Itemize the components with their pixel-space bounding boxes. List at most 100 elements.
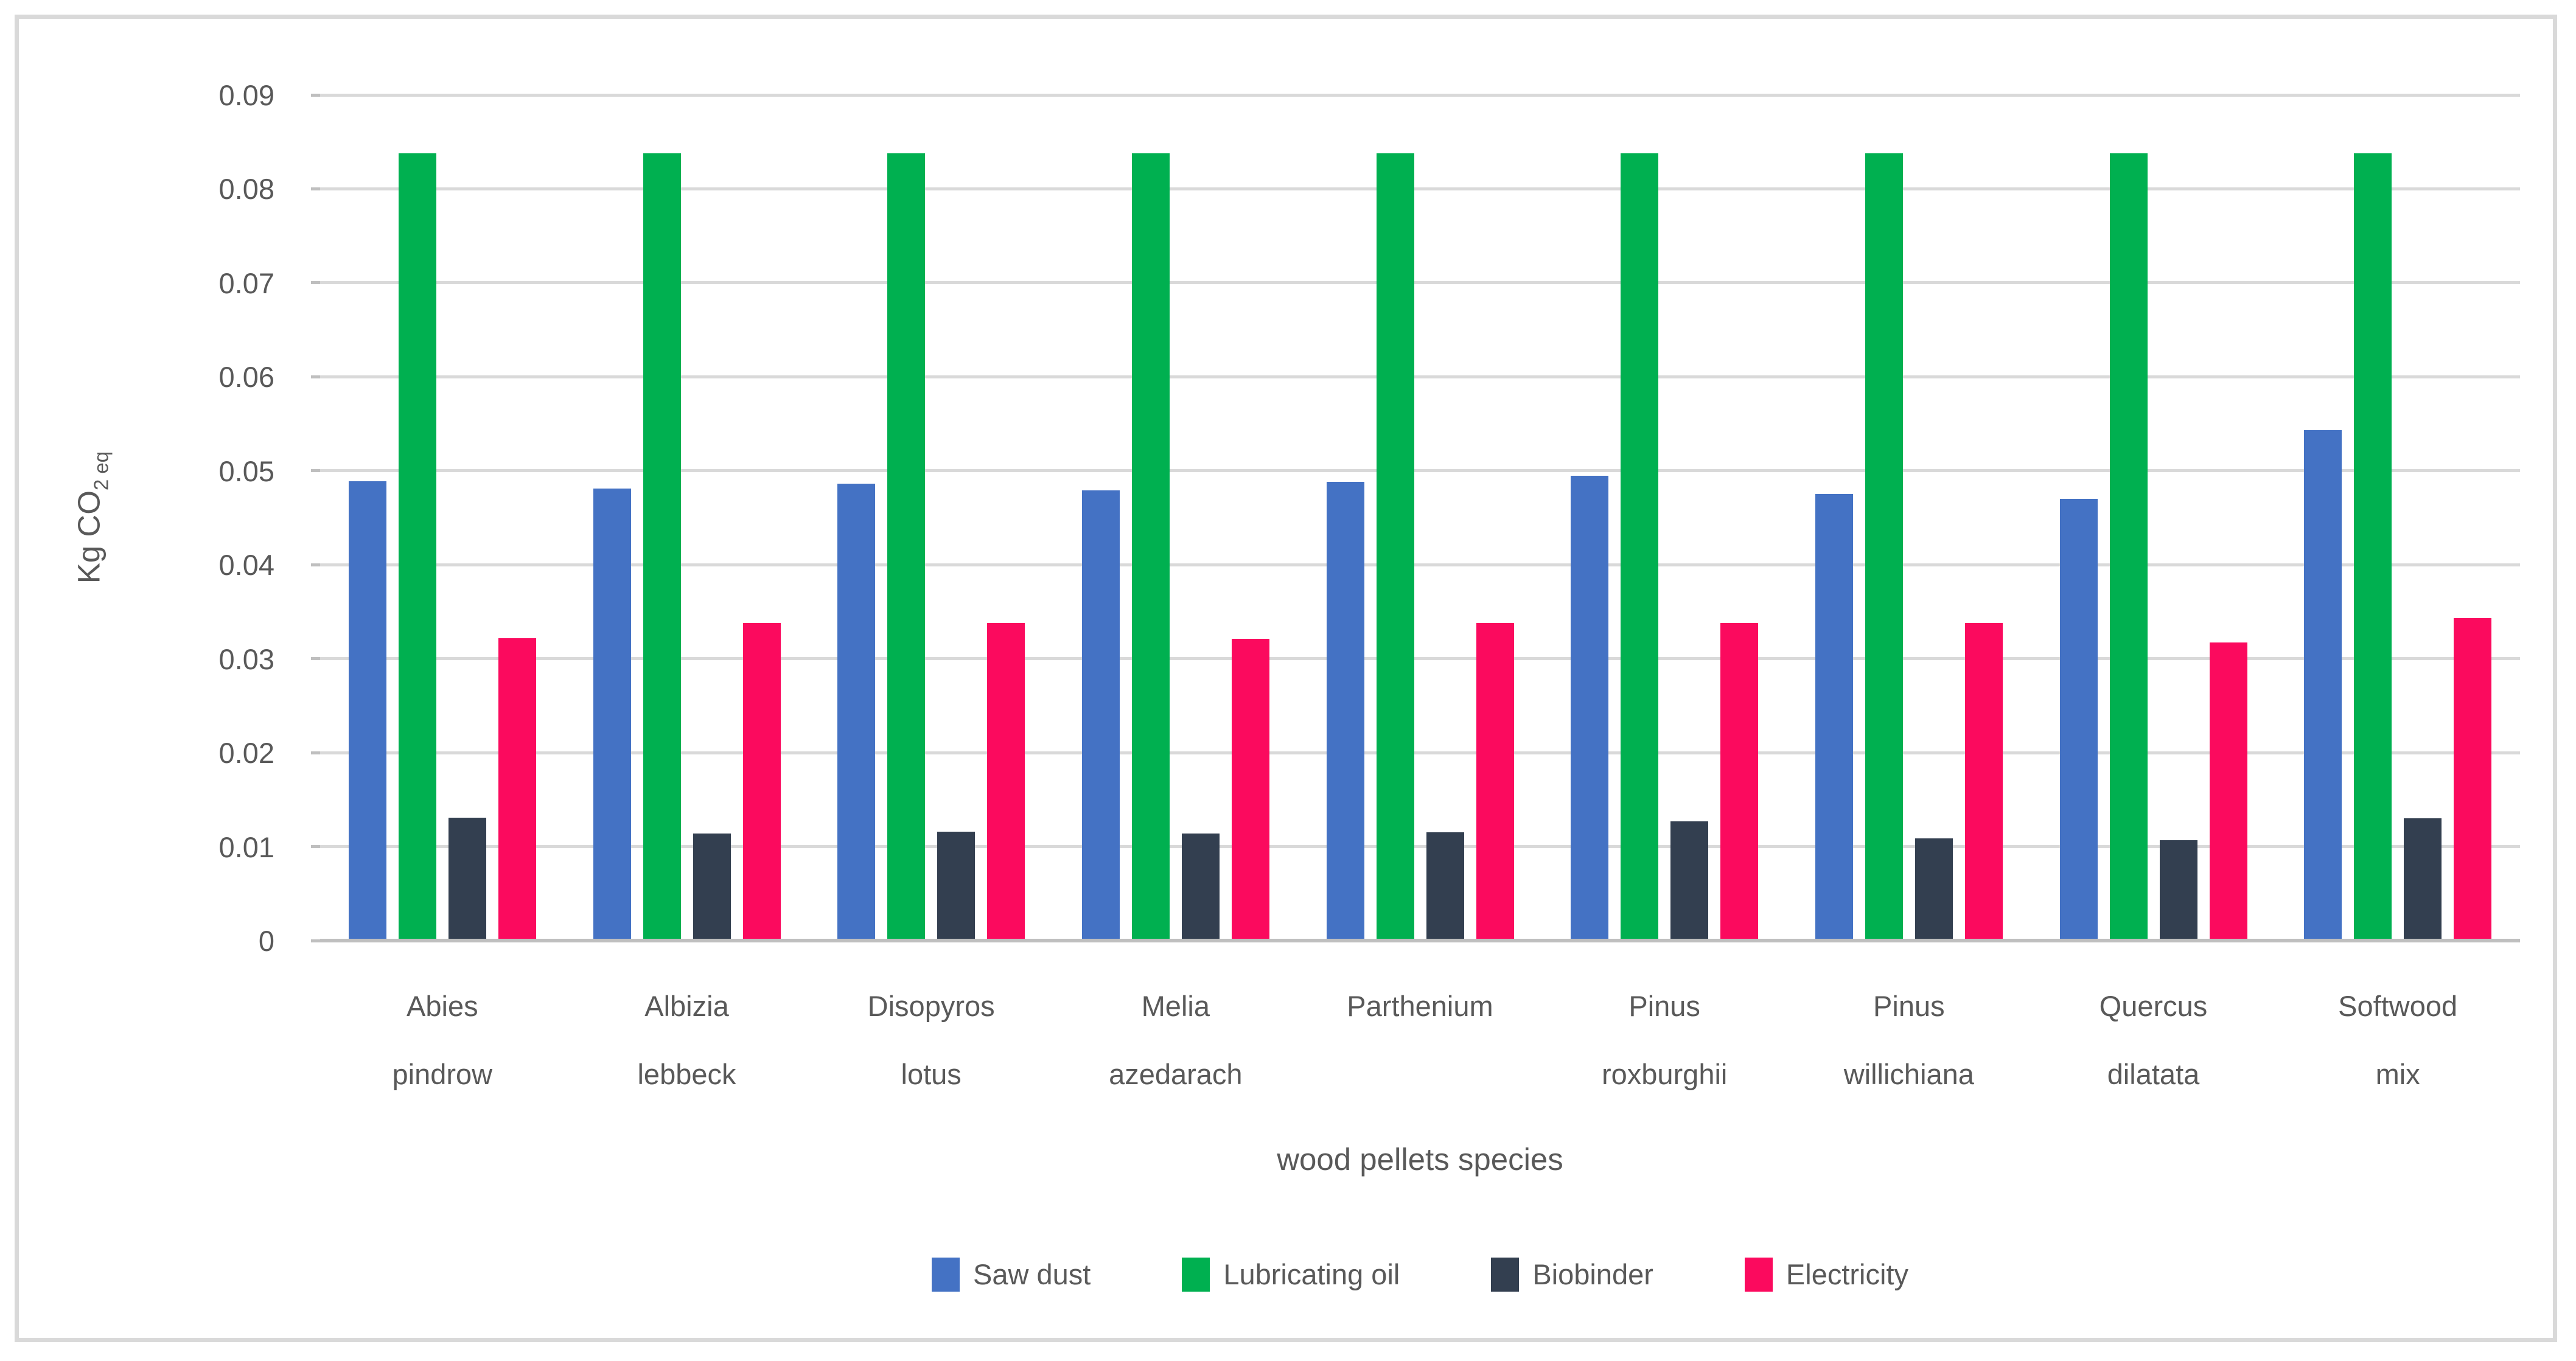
bar-saw-dust: [2304, 430, 2342, 941]
x-category-label-line: Disopyros: [867, 990, 995, 1022]
legend-swatch: [931, 1258, 960, 1292]
x-category-label-line: Melia: [1141, 990, 1210, 1022]
x-category-label-line: Pinus: [1873, 990, 1945, 1022]
bar-saw-dust: [2059, 499, 2098, 941]
bar-electricity: [742, 622, 781, 941]
legend-item-electricity: Electricity: [1744, 1258, 1909, 1292]
x-category-label: Albizia lebbeck: [565, 972, 809, 1109]
x-category-label-line: Abies: [407, 990, 478, 1022]
bar-chart: 0.09 0.08 0.07 0.06 0.05 0.04 0.03 0.02 0.01 0 Ab…: [19, 19, 2553, 1338]
bar-lubricating-oil: [1376, 153, 1414, 941]
y-axis-tick-mark: [311, 375, 320, 378]
gridline: [320, 751, 2520, 754]
x-category-label: Disopyros lotus: [809, 972, 1053, 1109]
gridline: [320, 469, 2520, 473]
bar-saw-dust: [1571, 475, 1609, 941]
y-axis-tick-mark: [311, 93, 320, 97]
x-category-label-line: Pinus: [1628, 990, 1700, 1022]
gridline: [320, 281, 2520, 285]
bar-electricity: [498, 638, 536, 941]
y-axis-tick-mark: [311, 939, 320, 942]
gridline: [320, 657, 2520, 661]
x-category-label-line: dilatata: [2107, 1058, 2200, 1090]
bar-lubricating-oil: [2109, 153, 2148, 941]
y-axis-title: Kg CO2 eq: [71, 366, 113, 670]
legend-label: Biobinder: [1532, 1258, 1653, 1290]
legend-item-biobinder: Biobinder: [1491, 1258, 1653, 1292]
y-axis-tick-label: 0.06: [218, 361, 274, 394]
legend-label: Electricity: [1785, 1258, 1909, 1290]
bar-lubricating-oil: [398, 153, 436, 941]
y-axis-title-main: Kg CO: [71, 490, 106, 584]
y-axis-title-subscript: 2 eq: [89, 451, 113, 491]
bar-lubricating-oil: [2354, 153, 2392, 941]
bar-biobinder: [937, 831, 976, 941]
legend-item-saw-dust: Saw dust: [931, 1258, 1091, 1292]
x-category-label-line: mix: [2375, 1058, 2420, 1090]
bar-electricity: [2209, 642, 2247, 941]
y-axis-tick-mark: [311, 657, 320, 661]
bar-saw-dust: [1815, 494, 1853, 941]
bar-saw-dust: [837, 484, 876, 941]
x-category-label: Pinus willichiana: [1787, 972, 2031, 1109]
bar-biobinder: [1670, 821, 1709, 941]
bar-lubricating-oil: [1621, 153, 1659, 941]
gridline: [320, 93, 2520, 97]
x-category-label: Quercus dilatata: [2031, 972, 2276, 1109]
y-axis-tick-label: 0.01: [218, 830, 274, 863]
x-category-label-line: lotus: [901, 1058, 962, 1090]
x-category-label: Abies pindrow: [320, 972, 565, 1109]
y-axis-tick-mark: [311, 563, 320, 566]
gridline: [320, 187, 2520, 190]
y-axis-tick-label: 0.03: [218, 642, 274, 675]
x-axis-line: [320, 939, 2520, 942]
bar-electricity: [1720, 622, 1759, 941]
bar-biobinder: [1915, 838, 1953, 941]
chart-legend: Saw dust Lubricating oil Biobinder Electric…: [320, 1258, 2520, 1292]
x-category-label-line: willichiana: [1843, 1058, 1974, 1090]
bar-saw-dust: [593, 489, 631, 941]
bar-lubricating-oil: [643, 153, 681, 941]
legend-swatch: [1744, 1258, 1773, 1292]
y-axis-tick-label: 0.05: [218, 454, 274, 487]
bar-lubricating-oil: [887, 153, 926, 941]
y-axis-tick-mark: [311, 469, 320, 473]
gridline: [320, 563, 2520, 566]
bar-saw-dust: [348, 481, 386, 941]
x-category-label-line: Quercus: [2099, 990, 2208, 1022]
x-category-label-line: roxburghii: [1601, 1058, 1728, 1090]
bar-electricity: [2454, 618, 2492, 941]
y-axis-tick-label: 0.02: [218, 737, 274, 770]
x-category-label-line: lebbeck: [637, 1058, 736, 1090]
y-axis-tick-mark: [311, 845, 320, 849]
x-category-label-line: pindrow: [392, 1058, 493, 1090]
gridline: [320, 845, 2520, 849]
bar-saw-dust: [1326, 482, 1364, 941]
x-axis-title: wood pellets species: [1277, 1142, 1563, 1177]
y-axis-tick-label: 0: [258, 925, 274, 957]
x-category-label: Pinus roxburghii: [1542, 972, 1787, 1109]
y-axis-tick-label: 0.08: [218, 173, 274, 206]
legend-label: Lubricating oil: [1223, 1258, 1400, 1290]
y-axis-tick-label: 0.09: [218, 79, 274, 111]
gridline: [320, 375, 2520, 378]
x-category-label: Melia azedarach: [1053, 972, 1298, 1109]
bar-biobinder: [2159, 840, 2197, 941]
legend-item-lubricating-oil: Lubricating oil: [1182, 1258, 1400, 1292]
x-category-label-line: Parthenium: [1347, 990, 1493, 1022]
x-category-label-line: Softwood: [2338, 990, 2458, 1022]
bar-biobinder: [1426, 832, 1464, 941]
bar-saw-dust: [1081, 490, 1120, 941]
x-category-label-line: azedarach: [1109, 1058, 1243, 1090]
chart-frame: 0.09 0.08 0.07 0.06 0.05 0.04 0.03 0.02 0.01 0 Ab…: [15, 15, 2557, 1342]
legend-swatch: [1182, 1258, 1210, 1292]
legend-label: Saw dust: [972, 1258, 1091, 1290]
bar-electricity: [1964, 622, 2003, 941]
bar-biobinder: [693, 833, 731, 941]
y-axis-tick-label: 0.04: [218, 549, 274, 582]
bar-electricity: [1476, 622, 1514, 941]
y-axis-tick-label: 0.07: [218, 266, 274, 299]
x-category-label-line: Albizia: [644, 990, 729, 1022]
y-axis-tick-mark: [311, 281, 320, 285]
y-axis-tick-mark: [311, 187, 320, 190]
